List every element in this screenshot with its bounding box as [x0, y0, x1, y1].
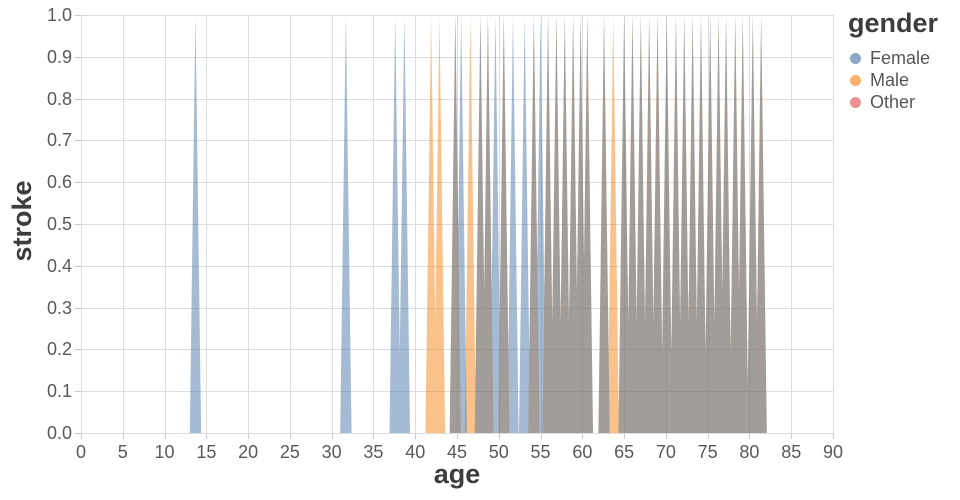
- legend-item-other[interactable]: Other: [846, 91, 960, 113]
- legend-swatch-other-icon: [850, 96, 861, 108]
- legend-item-male[interactable]: Male: [846, 69, 960, 91]
- legend-item-label: Other: [870, 92, 916, 112]
- legend-item-label: Female: [870, 48, 931, 68]
- legend: gender Female Male Other: [846, 8, 960, 113]
- legend-swatch-female-icon: [850, 52, 861, 64]
- x-axis-title: age: [433, 459, 481, 489]
- legend-item-female[interactable]: Female: [846, 47, 960, 69]
- area-series-female[interactable]: [189, 15, 767, 433]
- y-axis-title: stroke: [7, 180, 37, 262]
- legend-items: Female Male Other: [846, 47, 960, 113]
- legend-item-label: Male: [870, 70, 910, 90]
- legend-swatch-male-icon: [850, 74, 861, 86]
- legend-title: gender: [848, 8, 939, 38]
